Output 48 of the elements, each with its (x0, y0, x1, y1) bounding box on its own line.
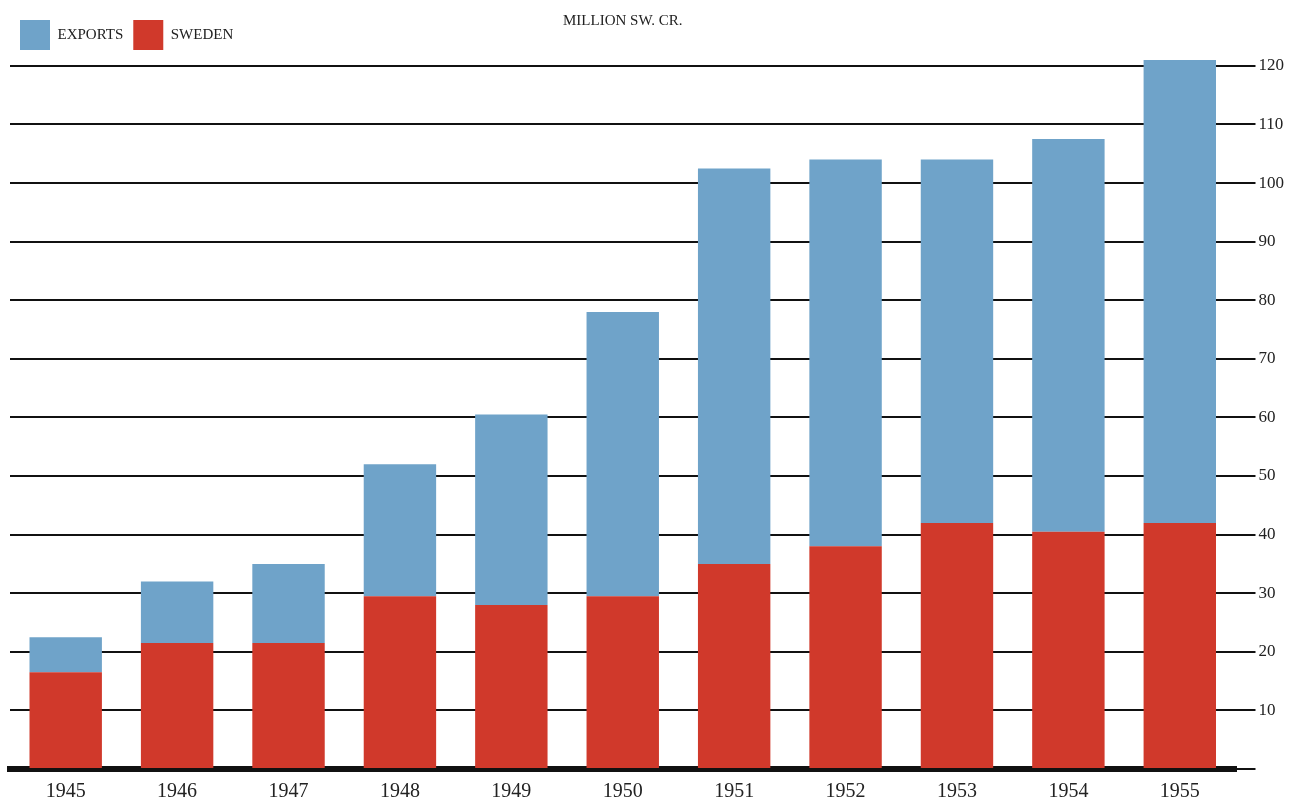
bar (140, 581, 214, 644)
bar (252, 563, 325, 644)
x-tick-label: 1949 (491, 779, 532, 802)
bar (920, 522, 994, 768)
bar (475, 414, 548, 605)
bar (697, 563, 771, 768)
bar (1032, 531, 1105, 768)
bar (29, 637, 102, 673)
bar (1143, 60, 1216, 523)
x-tick-label: 1945 (45, 779, 86, 802)
y-tick-label: 50 (1258, 465, 1276, 485)
bar (29, 672, 102, 768)
x-tick-label: 1954 (1048, 779, 1089, 802)
bar (252, 643, 325, 768)
bar (1032, 139, 1105, 532)
y-tick-label: 70 (1258, 348, 1276, 368)
y-tick-label: 120 (1258, 55, 1284, 75)
bar (475, 604, 548, 768)
y-tick-label: 60 (1258, 406, 1276, 426)
y-tick-label: 20 (1258, 641, 1276, 661)
legend-label: SWEDEN (170, 25, 234, 42)
y-tick-label: 80 (1258, 289, 1276, 309)
x-tick-label: 1947 (268, 779, 309, 802)
bar (586, 596, 659, 768)
bar (809, 159, 882, 547)
bar (586, 311, 659, 597)
y-tick-label: 100 (1258, 172, 1284, 192)
legend-label: EXPORTS (57, 25, 124, 42)
x-tick-label: 1946 (157, 779, 198, 802)
bar (363, 464, 437, 597)
y-axis-title: MILLION SW. CR. (563, 12, 683, 29)
x-tick-label: 1951 (714, 779, 755, 802)
bar (363, 596, 437, 768)
y-tick-label: 10 (1258, 699, 1276, 719)
x-tick-label: 1950 (602, 779, 643, 802)
y-tick-label: 90 (1258, 231, 1276, 251)
y-tick-label: 30 (1258, 582, 1276, 602)
x-tick-label: 1952 (825, 779, 866, 802)
y-tick-label: 40 (1258, 524, 1276, 544)
bar (140, 643, 214, 768)
x-tick-label: 1953 (936, 779, 977, 802)
bar (920, 159, 994, 523)
x-tick-label: 1948 (379, 779, 420, 802)
y-tick-label: 110 (1258, 113, 1284, 133)
bar (697, 168, 771, 564)
bar (809, 546, 882, 768)
bar (1143, 522, 1216, 768)
x-tick-label: 1955 (1159, 779, 1200, 802)
